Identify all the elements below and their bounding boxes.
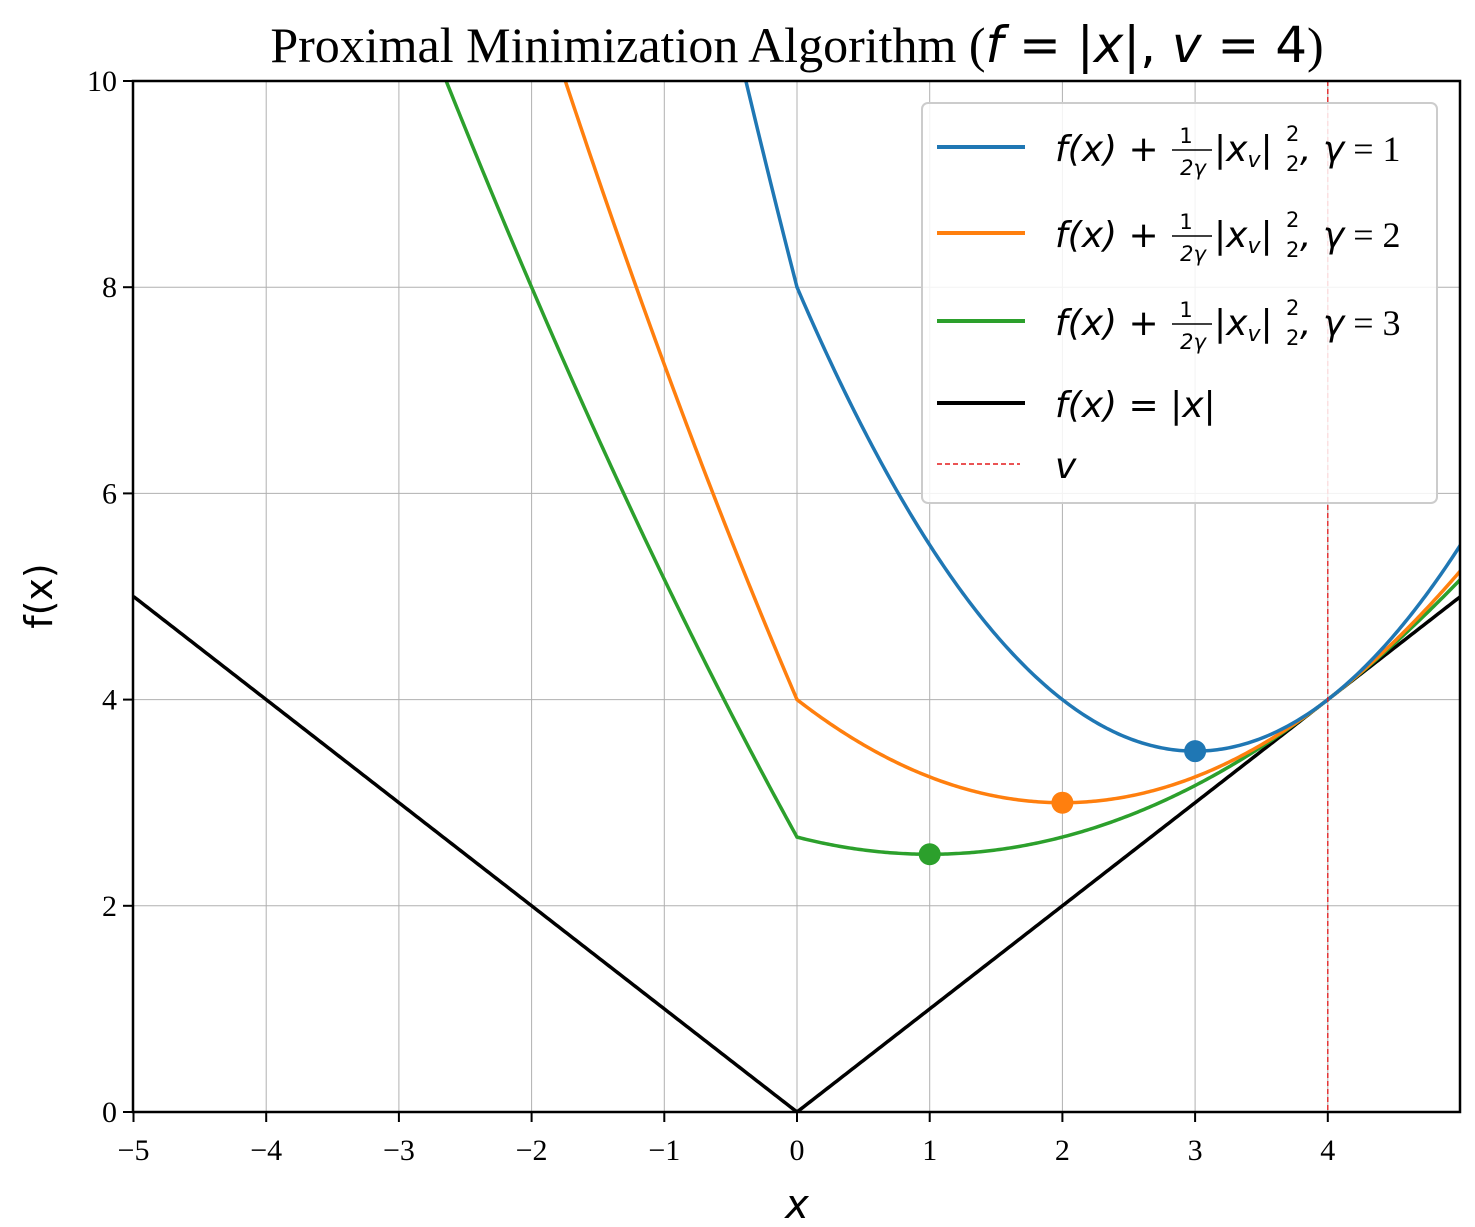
svg-text:, γ = 3: , γ = 3 [1300, 303, 1401, 344]
plot-area [133, 81, 1460, 1112]
svg-text:f(x) +: f(x) + [1055, 303, 1159, 344]
y-tick-label: 2 [102, 890, 117, 923]
svg-text:1: 1 [1179, 298, 1192, 322]
series-line-gamma-2 [563, 81, 1460, 805]
x-tick-label: 3 [1188, 1134, 1203, 1167]
svg-text:2γ: 2γ [1180, 330, 1207, 354]
svg-text:|xv|: |xv| [1214, 215, 1273, 259]
x-axis-label: x [783, 1182, 809, 1227]
y-axis-label: f(x) [17, 563, 61, 629]
svg-text:v: v [1055, 446, 1077, 487]
svg-text:f(x) = |x|: f(x) = |x| [1055, 385, 1216, 426]
series-line-gamma-1 [744, 81, 1460, 753]
x-tick-label: −1 [648, 1134, 680, 1167]
svg-text:1: 1 [1179, 124, 1192, 148]
svg-text:2: 2 [1286, 122, 1299, 146]
x-tick-label: −5 [118, 1134, 150, 1167]
chart-title: Proximal Minimization Algorithm (f = |x|… [270, 16, 1323, 74]
x-tick-label: 1 [922, 1134, 937, 1167]
svg-text:f(x) +: f(x) + [1055, 129, 1159, 170]
y-tick-label: 4 [102, 684, 117, 717]
legend-entry-gamma-2: f(x) + 1 2γ |xv| 2 2 , γ = 2 [937, 208, 1401, 266]
legend: f(x) + 1 2γ |xv| 2 2 , γ = 1 f(x) + 1 2γ… [921, 102, 1438, 504]
y-tick-label: 8 [102, 271, 117, 304]
svg-text:, γ = 2: , γ = 2 [1300, 215, 1401, 256]
svg-text:|xv|: |xv| [1214, 303, 1273, 347]
svg-text:|xv|: |xv| [1214, 129, 1273, 173]
minimum-marker-gamma-1 [1184, 740, 1207, 763]
svg-text:2: 2 [1286, 208, 1299, 232]
x-tick-label: −2 [516, 1134, 548, 1167]
minimum-marker-gamma-3 [918, 843, 941, 866]
series-base-function-line [133, 595, 1460, 1112]
legend-entry-v: v [937, 446, 1077, 487]
x-tick-label: −3 [383, 1134, 415, 1167]
y-tick-label: 6 [102, 477, 117, 510]
y-tick-label: 0 [102, 1096, 117, 1129]
x-tick-label: −4 [250, 1134, 282, 1167]
svg-text:, γ = 1: , γ = 1 [1300, 129, 1401, 170]
x-tick-label: 4 [1320, 1134, 1335, 1167]
legend-box [921, 102, 1438, 504]
series-line-gamma-3 [444, 81, 1460, 856]
svg-text:2: 2 [1286, 152, 1299, 176]
svg-text:2: 2 [1286, 326, 1299, 350]
legend-entry-gamma-3: f(x) + 1 2γ |xv| 2 2 , γ = 3 [937, 296, 1401, 354]
legend-entry-gamma-1: f(x) + 1 2γ |xv| 2 2 , γ = 1 [937, 122, 1401, 180]
y-axis: 0 2 4 6 8 10 [87, 65, 133, 1129]
legend-entry-base-function: f(x) = |x| [937, 385, 1216, 426]
x-axis: −5 −4 −3 −2 −1 0 1 2 3 4 [118, 1112, 1335, 1167]
svg-text:2γ: 2γ [1180, 156, 1207, 180]
svg-text:f(x) +: f(x) + [1055, 215, 1159, 256]
svg-text:2: 2 [1286, 296, 1299, 320]
y-tick-label: 10 [87, 65, 117, 98]
svg-text:2: 2 [1286, 238, 1299, 262]
x-tick-label: 0 [790, 1134, 805, 1167]
svg-text:1: 1 [1179, 210, 1192, 234]
svg-text:2γ: 2γ [1180, 242, 1207, 266]
minimum-marker-gamma-2 [1051, 791, 1074, 814]
x-tick-label: 2 [1055, 1134, 1070, 1167]
